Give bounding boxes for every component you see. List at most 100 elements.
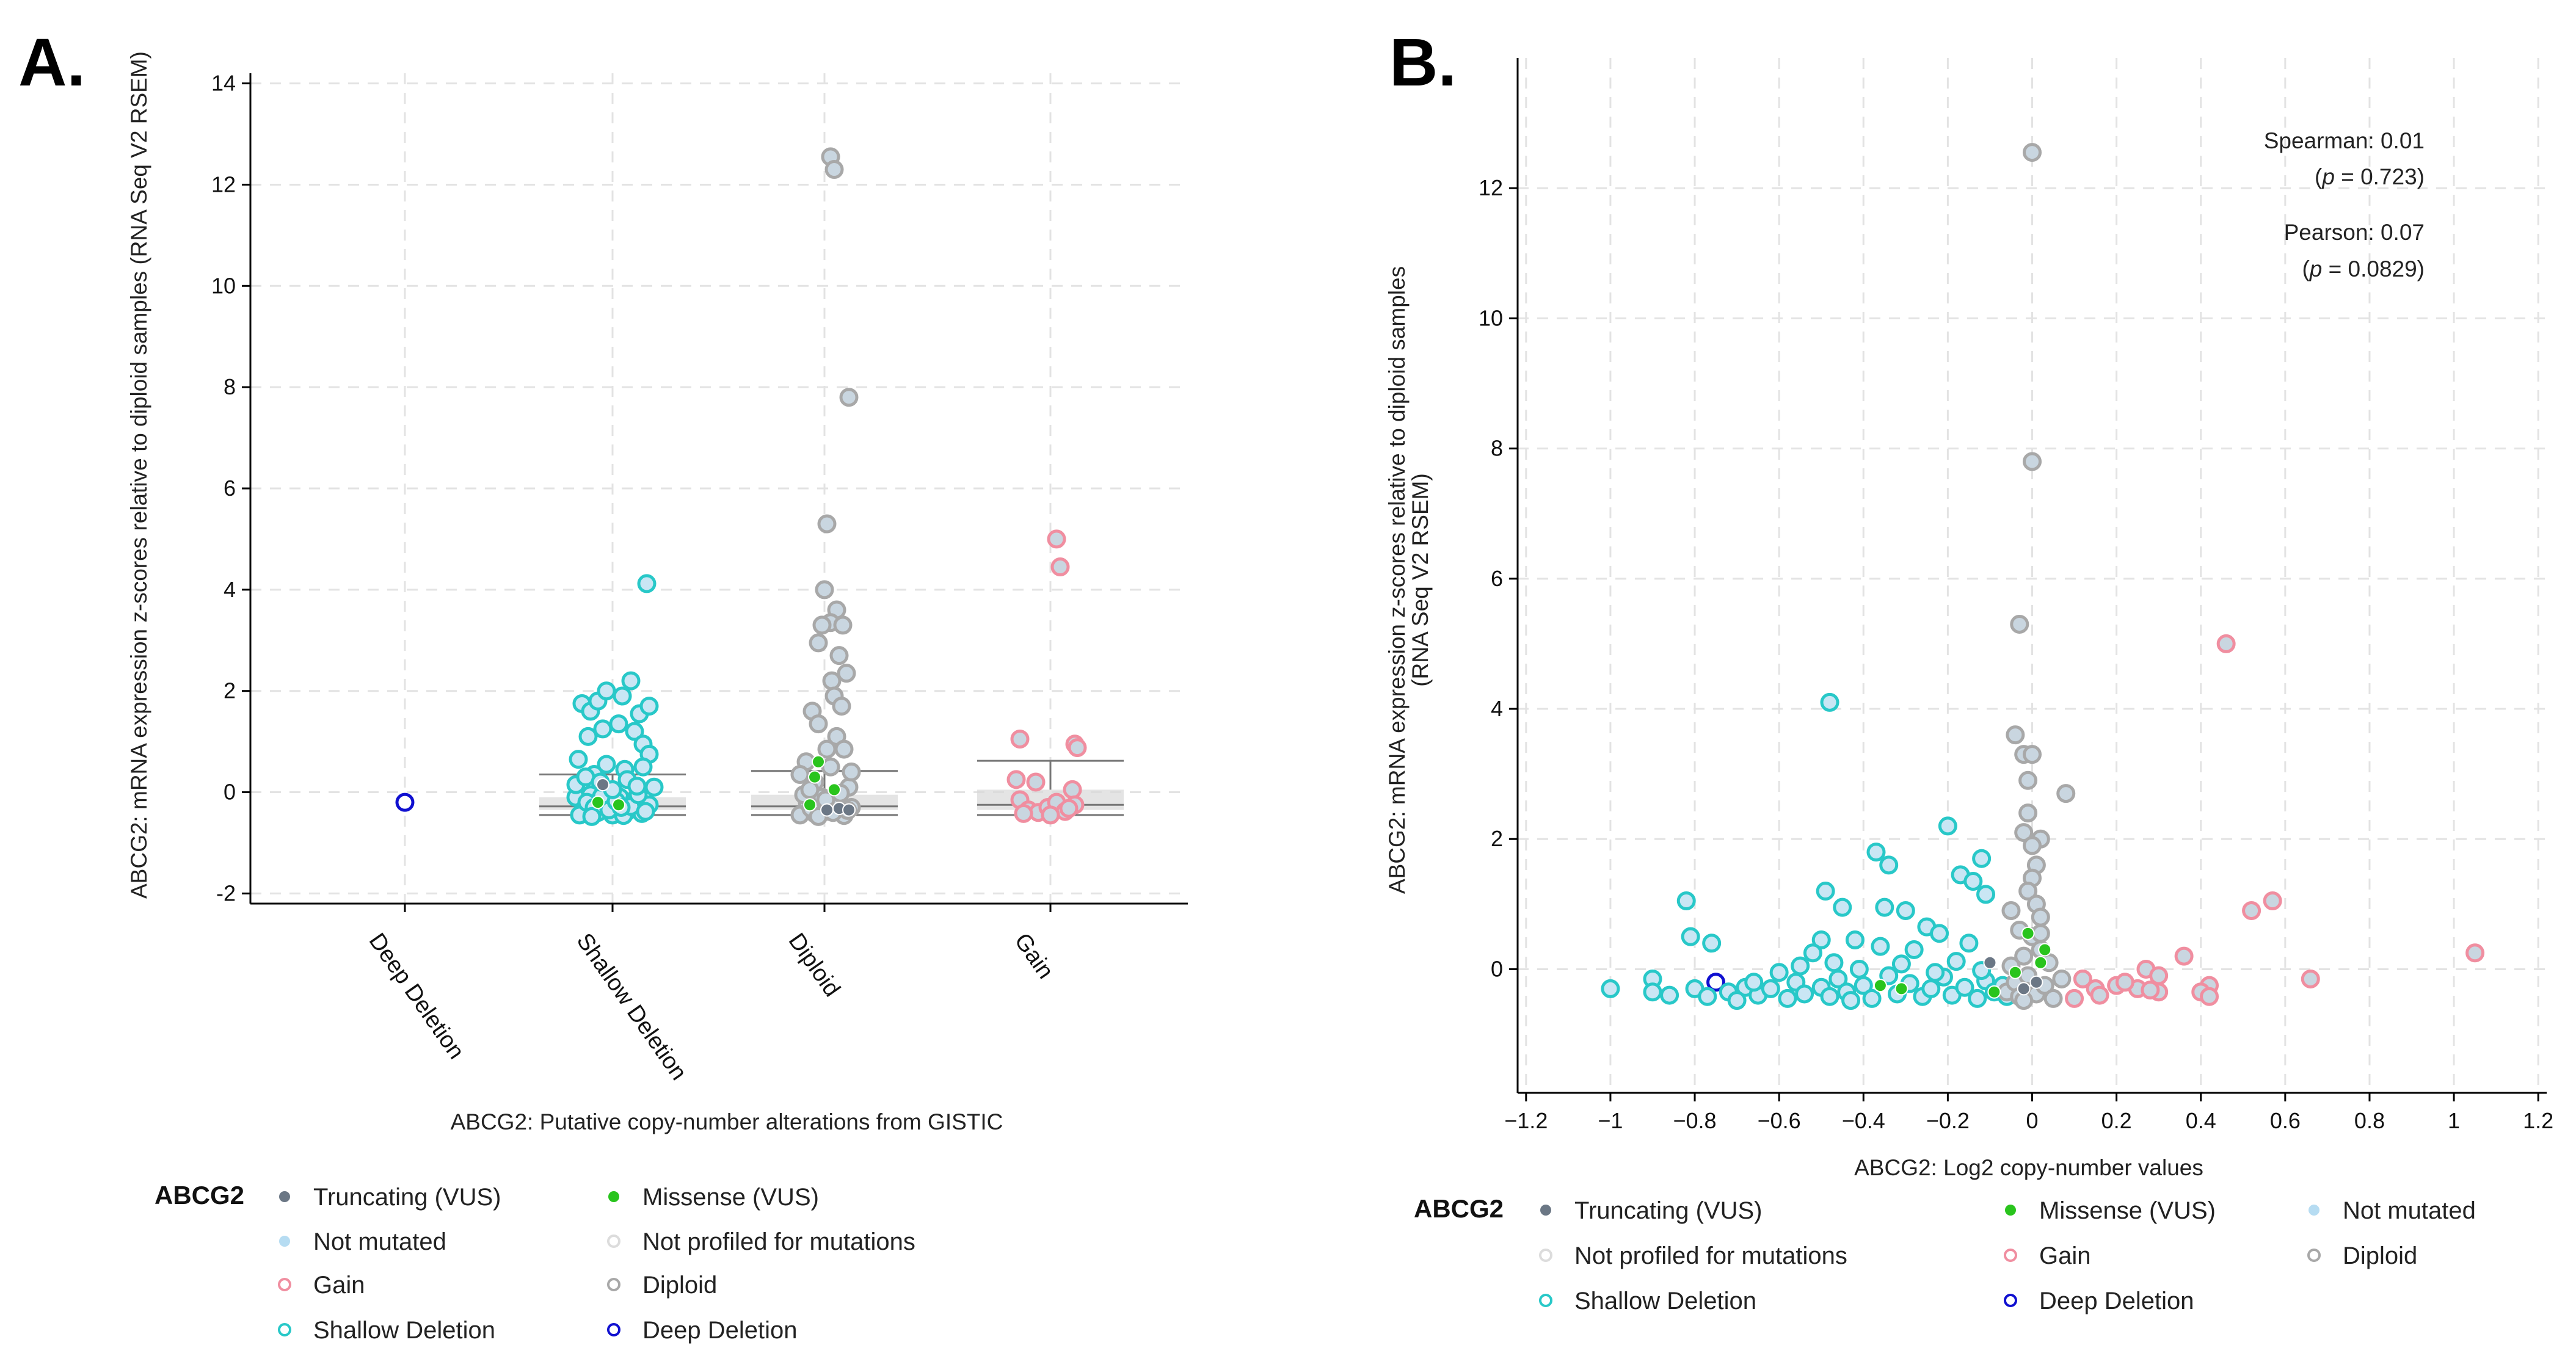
panel-b-point-gain <box>2216 634 2236 653</box>
legend-symbol-shallow-deletion <box>1539 1294 1552 1307</box>
panel-a-point-truncating-vus <box>820 803 834 817</box>
panel-b-y-axis-title-line1: ABCG2: mRNA expression z-scores relative… <box>1384 266 1410 894</box>
panel-a-y-tick-label: 14 <box>211 71 236 96</box>
panel-b-legend: ABCG2 Truncating (VUS) Missense (VUS) Not … <box>1414 1194 2476 1314</box>
panel-b-point-truncating-vus <box>2029 975 2043 989</box>
panel-a-point-diploid <box>817 514 837 534</box>
panel-a-point-missense-vus <box>808 770 821 784</box>
panel-b-legend-title: ABCG2 <box>1414 1194 1504 1223</box>
panel-a-point-gain <box>1026 772 1046 792</box>
panel-a-point-diploid <box>790 765 810 785</box>
legend-label-diploid: Diploid <box>642 1272 717 1299</box>
panel-b-point-shallow-deletion <box>1841 991 1861 1010</box>
panel-b-y-tick-label: 8 <box>1491 436 1503 461</box>
panel-b-point-shallow-deletion <box>1816 882 1835 901</box>
panel-b-x-tick-label: 0.4 <box>2186 1108 2216 1133</box>
panel-b-x-axis-title: ABCG2: Log2 copy-number values <box>1854 1155 2203 1180</box>
panel-a-legend: ABCG2 Truncating (VUS) Missense (VUS) Not … <box>155 1181 915 1344</box>
panel-a-point-diploid <box>800 780 820 799</box>
panel-b-point-diploid <box>2014 946 2034 966</box>
panel-b-point-shallow-deletion <box>1879 966 1899 985</box>
legend-label-deep-deletion: Deep Deletion <box>2039 1288 2194 1314</box>
panel-a-point-missense-vus <box>803 798 817 812</box>
panel-b-x-tick-label: 0.6 <box>2270 1108 2301 1133</box>
panel-b-y-axis-title-line2: (RNA Seq V2 RSEM) <box>1408 473 1433 687</box>
panel-b-x-tick-label: −1 <box>1598 1108 1623 1133</box>
spearman-p-value: (p = 0.723) <box>2315 164 2425 189</box>
panel-b-point-shallow-deletion <box>1681 927 1700 946</box>
panel-b-point-shallow-deletion <box>1791 956 1810 976</box>
panel-a-point-gain <box>1059 799 1079 818</box>
panel-b-point-shallow-deletion <box>1926 963 1945 982</box>
panel-b-point-shallow-deletion <box>1955 977 1974 997</box>
panel-a-category-label: Shallow Deletion <box>572 929 692 1085</box>
legend-symbol-truncating-vus <box>279 1191 290 1202</box>
panel-a-y-tick-label: 6 <box>224 476 236 501</box>
panel-a-point-shallow-deletion <box>625 722 644 741</box>
panel-a-point-deep-deletion <box>395 792 415 812</box>
panel-a-letter: A. <box>18 25 86 100</box>
panel-a-y-tick-label: -2 <box>216 880 236 905</box>
panel-b-point-shallow-deletion <box>1698 987 1717 1006</box>
legend-symbol-not-mutated <box>279 1236 290 1247</box>
panel-a-strip-plot: -2 0 2 4 6 8 10 12 14 Deep Deletion Shallow Deleti… <box>126 51 1188 1134</box>
panel-b-point-shallow-deletion <box>1660 985 1679 1005</box>
panel-b-point-missense-vus <box>1894 982 1908 996</box>
panel-b-point-missense-vus <box>2021 926 2035 940</box>
panel-a-point-diploid <box>834 739 854 759</box>
panel-a-category-label: Deep Deletion <box>364 929 470 1064</box>
panel-b-point-shallow-deletion <box>1968 988 1987 1008</box>
panel-a-point-truncating-vus <box>596 778 609 792</box>
panel-b-x-tick-label: −0.6 <box>1758 1108 1801 1133</box>
legend-symbol-not-profiled-for-mutations <box>1539 1249 1552 1262</box>
panel-b-point-diploid <box>2018 770 2038 790</box>
panel-b-point-shallow-deletion <box>1866 843 1886 862</box>
legend-label-missense-vus: Missense (VUS) <box>2039 1197 2216 1224</box>
panel-b-point-shallow-deletion <box>1676 891 1696 911</box>
panel-b-point-shallow-deletion <box>1938 816 1957 836</box>
panel-b-point-missense-vus <box>1987 985 2001 999</box>
panel-b-point-gain <box>2465 943 2485 963</box>
legend-label-not-profiled-for-mutations: Not profiled for mutations <box>642 1228 915 1255</box>
panel-b-x-tick-label: −0.2 <box>1926 1108 1970 1133</box>
panel-a-point-gain <box>1010 729 1030 749</box>
panel-b-y-tick-label: 10 <box>1479 305 1503 330</box>
panel-a-point-gain <box>1047 529 1066 549</box>
panel-b-point-gain <box>2174 946 2194 966</box>
panel-a-point-diploid <box>837 664 856 683</box>
panel-b-point-shallow-deletion <box>1879 855 1899 875</box>
legend-label-truncating-vus: Truncating (VUS) <box>1574 1197 1763 1224</box>
panel-b-x-tick-label: 0.2 <box>2101 1108 2132 1133</box>
panel-b-y-tick-label: 12 <box>1479 175 1503 200</box>
panel-b-point-shallow-deletion <box>1820 987 1839 1006</box>
panel-b-point-diploid <box>2001 901 2021 921</box>
panel-b-point-gain <box>2200 987 2219 1006</box>
panel-a-points <box>395 147 1087 826</box>
panel-a-point-shallow-deletion <box>597 755 616 774</box>
legend-symbol-gain <box>278 1278 291 1291</box>
pearson-value: Pearson: 0.07 <box>2284 220 2425 245</box>
panel-a-point-diploid <box>812 615 832 635</box>
legend-label-deep-deletion: Deep Deletion <box>642 1317 798 1344</box>
panel-b-point-shallow-deletion <box>1702 934 1722 953</box>
pearson-p-value: (p = 0.0829) <box>2302 256 2425 281</box>
panel-a-grid <box>250 73 1188 904</box>
panel-a-category-label: Gain <box>1010 929 1058 984</box>
panel-b-point-diploid <box>2023 143 2042 162</box>
panel-a-point-shallow-deletion <box>621 671 641 691</box>
panel-b-point-diploid <box>2031 924 2050 943</box>
panel-a-point-missense-vus <box>612 798 625 812</box>
panel-b-y-tick-label: 6 <box>1491 566 1503 591</box>
panel-a-point-diploid <box>824 160 844 179</box>
panel-a-y-tick-label: 12 <box>211 172 236 197</box>
legend-label-truncating-vus: Truncating (VUS) <box>313 1184 501 1211</box>
panel-b-point-truncating-vus <box>2017 982 2031 996</box>
legend-label-missense-vus: Missense (VUS) <box>642 1184 819 1211</box>
panel-b-point-shallow-deletion <box>1875 897 1894 917</box>
panel-b-x-tick-label: 1.2 <box>2523 1108 2553 1133</box>
panel-a-axes: -2 0 2 4 6 8 10 12 14 Deep Deletion Shallow Deleti… <box>211 71 1188 1085</box>
legend-label-shallow-deletion: Shallow Deletion <box>313 1317 495 1344</box>
panel-b-correlation-stats: Spearman: 0.01 (p = 0.723) Pearson: 0.07… <box>2264 128 2425 281</box>
panel-b-point-gain <box>2115 973 2134 992</box>
panel-b-point-shallow-deletion <box>1896 901 1915 921</box>
